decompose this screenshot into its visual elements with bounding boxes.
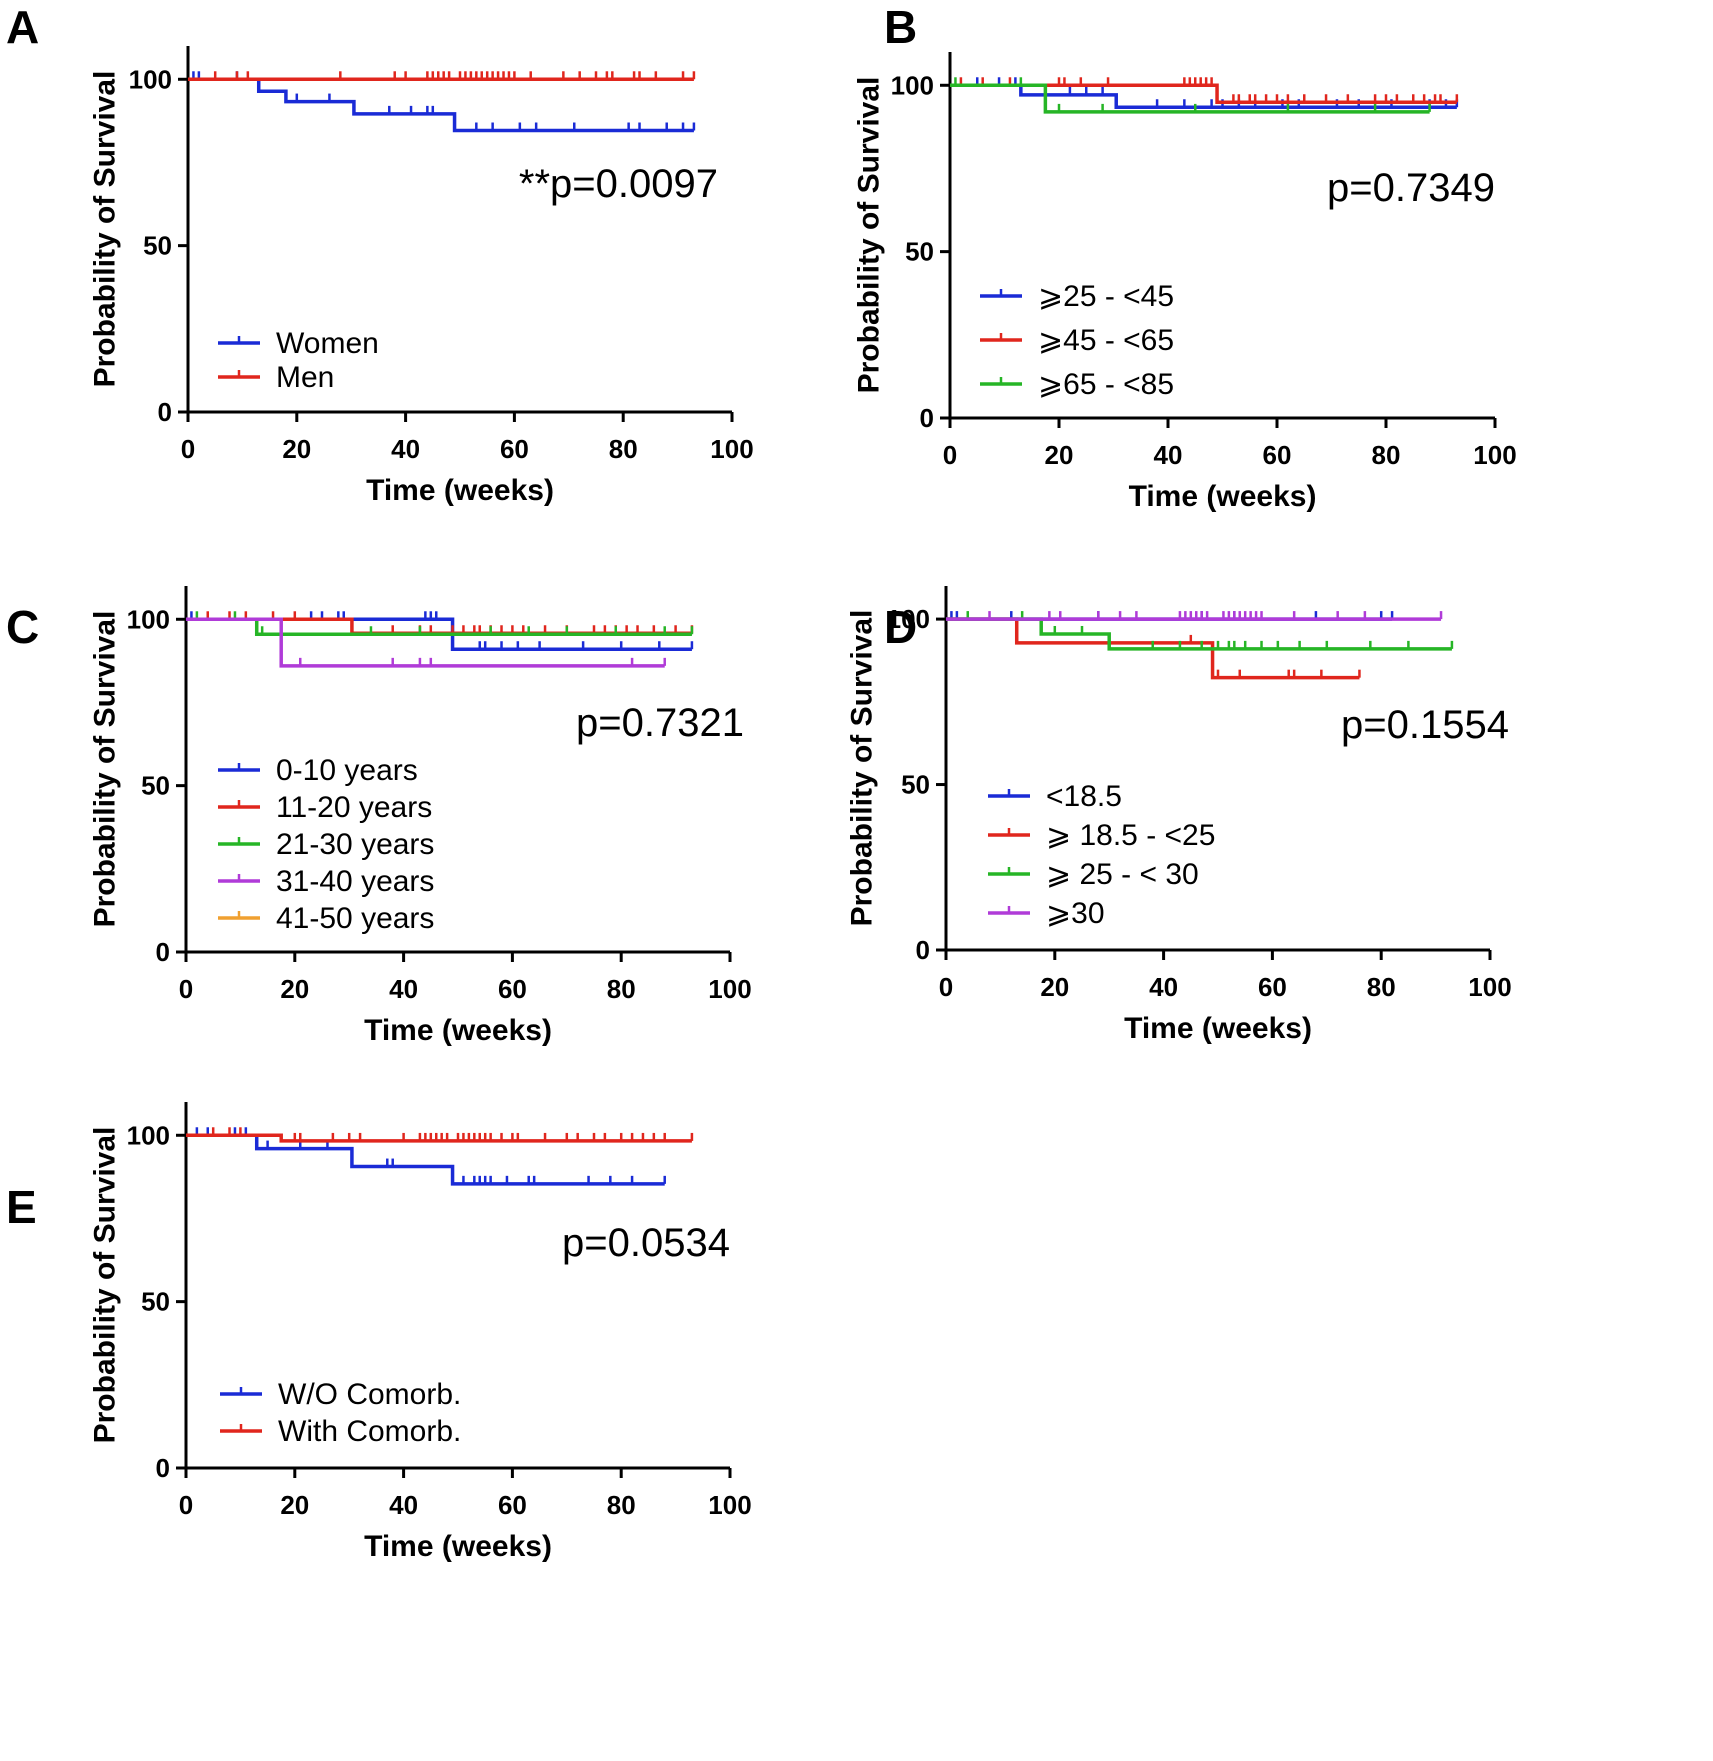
x-tick-label: 20 bbox=[280, 1490, 309, 1520]
panel-d: D 0 20 40 60 80 100 0 50 100 Time (weeks) Probabil… bbox=[846, 586, 1713, 1180]
x-tick-label: 0 bbox=[181, 434, 195, 464]
legend-label: 21-30 years bbox=[276, 828, 434, 861]
p-value-annotation: p=0.1554 bbox=[1341, 703, 1509, 747]
x-tick-label: 40 bbox=[1154, 440, 1183, 470]
y-tick-label: 0 bbox=[158, 397, 172, 427]
y-tick-label: 100 bbox=[127, 604, 170, 634]
x-tick-label: 0 bbox=[939, 972, 953, 1002]
panel-letter: B bbox=[884, 1, 918, 53]
survival-chart-b: 0 20 40 60 80 100 0 50 100 Time (weeks) Probabilit… bbox=[853, 52, 1517, 513]
x-tick-label: 80 bbox=[607, 974, 636, 1004]
survival-curve bbox=[186, 1133, 692, 1143]
y-tick-label: 0 bbox=[916, 935, 930, 965]
x-tick-label: 100 bbox=[708, 1490, 751, 1520]
y-axis-title: Probability of Survival bbox=[89, 71, 122, 388]
panel-letter: E bbox=[6, 1181, 37, 1233]
x-tick-label: 60 bbox=[1258, 972, 1287, 1002]
survival-curve bbox=[950, 83, 1430, 114]
legend-label: ⩾65 - <85 bbox=[1038, 368, 1174, 401]
x-tick-label: 40 bbox=[1149, 972, 1178, 1002]
x-axis-title: Time (weeks) bbox=[1129, 480, 1317, 513]
x-tick-label: 80 bbox=[1367, 972, 1396, 1002]
y-tick-label: 100 bbox=[127, 1120, 170, 1150]
y-axis-title: Probability of Survival bbox=[89, 1127, 122, 1444]
legend-label: ⩾25 - <45 bbox=[1038, 280, 1174, 313]
legend-label: ⩾45 - <65 bbox=[1038, 324, 1174, 357]
y-axis-title: Probability of Survival bbox=[846, 610, 879, 927]
x-tick-label: 60 bbox=[500, 434, 529, 464]
x-tick-label: 100 bbox=[710, 434, 753, 464]
legend-label: Women bbox=[276, 327, 379, 360]
survival-curve bbox=[186, 617, 665, 668]
x-tick-label: 20 bbox=[1045, 440, 1074, 470]
p-value-annotation: p=0.7321 bbox=[576, 701, 744, 745]
legend-label: 0-10 years bbox=[276, 754, 418, 787]
x-tick-label: 40 bbox=[389, 974, 418, 1004]
panel-c: C 0 20 40 60 80 100 0 50 100 Time (weeks) Probabil… bbox=[0, 586, 860, 1180]
y-tick-label: 50 bbox=[141, 771, 170, 801]
y-tick-label: 100 bbox=[887, 604, 930, 634]
p-value-annotation: p=0.7349 bbox=[1327, 166, 1495, 210]
x-tick-label: 80 bbox=[1372, 440, 1401, 470]
survival-curve bbox=[188, 77, 694, 133]
legend-label: ⩾30 bbox=[1046, 897, 1105, 930]
x-axis-title: Time (weeks) bbox=[364, 1014, 552, 1047]
x-tick-label: 0 bbox=[179, 974, 193, 1004]
x-tick-label: 60 bbox=[498, 1490, 527, 1520]
legend-label: <18.5 bbox=[1046, 780, 1122, 813]
y-tick-label: 0 bbox=[156, 937, 170, 967]
panel-a: A 0 20 40 60 80 100 0 50 100 Time (weeks) Probabil… bbox=[0, 0, 860, 560]
x-tick-label: 100 bbox=[708, 974, 751, 1004]
survival-curve bbox=[950, 83, 1457, 104]
panel-b: B 0 20 40 60 80 100 0 50 100 Time (weeks) Probabil… bbox=[853, 0, 1713, 580]
y-tick-label: 50 bbox=[901, 770, 930, 800]
p-value-annotation: **p=0.0097 bbox=[519, 162, 718, 206]
survival-chart-a: 0 20 40 60 80 100 0 50 100 Time (weeks) Probabilit… bbox=[89, 46, 754, 507]
survival-chart-e: 0 20 40 60 80 100 0 50 100 Time (weeks) Probabilit… bbox=[89, 1102, 752, 1563]
y-tick-label: 50 bbox=[143, 231, 172, 261]
x-tick-label: 100 bbox=[1468, 972, 1511, 1002]
legend-label: 41-50 years bbox=[276, 902, 434, 935]
y-tick-label: 0 bbox=[156, 1453, 170, 1483]
legend-label: W/O Comorb. bbox=[278, 1378, 461, 1411]
x-tick-label: 60 bbox=[498, 974, 527, 1004]
legend-label: With Comorb. bbox=[278, 1415, 461, 1448]
x-tick-label: 0 bbox=[179, 1490, 193, 1520]
legend-label: ⩾ 18.5 - <25 bbox=[1046, 819, 1215, 852]
panel-letter: D bbox=[884, 601, 918, 653]
survival-chart-c: 0 20 40 60 80 100 0 50 100 Time (weeks) Probabilit… bbox=[89, 586, 752, 1047]
y-tick-label: 50 bbox=[141, 1287, 170, 1317]
p-value-annotation: p=0.0534 bbox=[562, 1221, 730, 1265]
y-tick-label: 0 bbox=[920, 403, 934, 433]
survival-curve bbox=[186, 1133, 665, 1186]
panel-letter: C bbox=[6, 601, 40, 653]
x-tick-label: 20 bbox=[282, 434, 311, 464]
x-tick-label: 80 bbox=[609, 434, 638, 464]
legend-label: 11-20 years bbox=[276, 791, 432, 824]
legend-label: 31-40 years bbox=[276, 865, 434, 898]
x-axis-title: Time (weeks) bbox=[364, 1530, 552, 1563]
x-axis-title: Time (weeks) bbox=[366, 474, 554, 507]
x-tick-label: 20 bbox=[1040, 972, 1069, 1002]
x-tick-label: 40 bbox=[389, 1490, 418, 1520]
y-tick-label: 100 bbox=[891, 70, 934, 100]
y-axis-title: Probability of Survival bbox=[853, 77, 886, 394]
x-axis-title: Time (weeks) bbox=[1124, 1012, 1312, 1045]
x-tick-label: 100 bbox=[1473, 440, 1516, 470]
y-tick-label: 100 bbox=[129, 64, 172, 94]
panel-letter: A bbox=[6, 1, 40, 53]
x-tick-label: 0 bbox=[943, 440, 957, 470]
legend-label: Men bbox=[276, 361, 334, 394]
y-tick-label: 50 bbox=[905, 237, 934, 267]
x-tick-label: 60 bbox=[1263, 440, 1292, 470]
x-tick-label: 40 bbox=[391, 434, 420, 464]
legend-label: ⩾ 25 - < 30 bbox=[1046, 858, 1199, 891]
x-tick-label: 80 bbox=[607, 1490, 636, 1520]
x-tick-label: 20 bbox=[280, 974, 309, 1004]
survival-chart-d: 0 20 40 60 80 100 0 50 100 Time (weeks) Probabilit… bbox=[846, 586, 1512, 1045]
y-axis-title: Probability of Survival bbox=[89, 611, 122, 928]
panel-e: E 0 20 40 60 80 100 0 50 100 Time (weeks) Probabil… bbox=[0, 1102, 860, 1761]
